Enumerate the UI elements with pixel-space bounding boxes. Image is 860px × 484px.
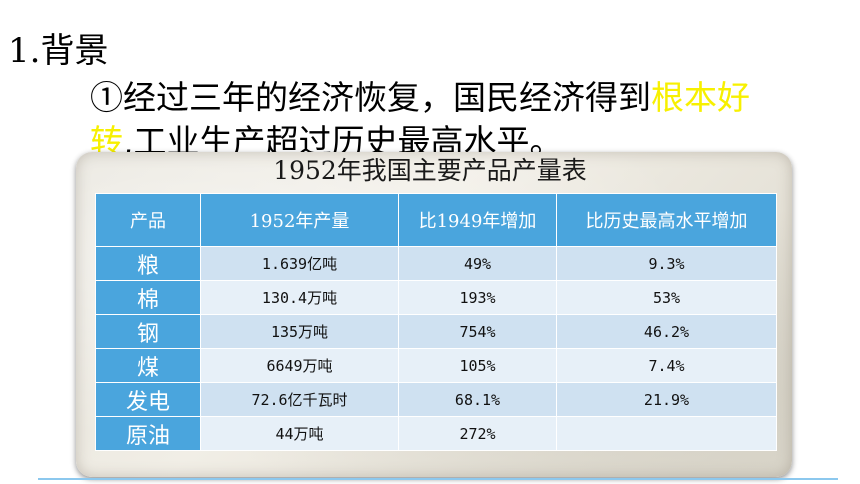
vs-record-cell: 46.2%	[556, 314, 777, 349]
output-cell: 44万吨	[200, 416, 399, 451]
product-cell: 原油	[95, 416, 201, 451]
production-table: 产品 1952年产量 比1949年增加 比历史最高水平增加 粮 1.639亿吨 …	[95, 193, 777, 451]
vs1949-cell: 754%	[398, 314, 557, 349]
background-paragraph: ①经过三年的经济恢复，国民经济得到根本好转,工业生产超过历史最高水平。	[90, 76, 770, 164]
product-cell: 发电	[95, 382, 201, 417]
vs-record-cell	[556, 416, 777, 451]
vs1949-cell: 272%	[398, 416, 557, 451]
output-cell: 130.4万吨	[200, 280, 399, 315]
vs-record-cell: 53%	[556, 280, 777, 315]
table-row: 粮 1.639亿吨 49% 9.3%	[95, 246, 777, 281]
column-header-product: 产品	[95, 193, 201, 247]
column-header-vs-record: 比历史最高水平增加	[556, 193, 777, 247]
table-row: 原油 44万吨 272%	[95, 416, 777, 451]
column-header-vs1949: 比1949年增加	[398, 193, 557, 247]
table-title: 1952年我国主要产品产量表	[273, 156, 587, 185]
table-row: 煤 6649万吨 105% 7.4%	[95, 348, 777, 383]
output-cell: 135万吨	[200, 314, 399, 349]
bottom-divider	[38, 478, 838, 480]
output-cell: 1.639亿吨	[200, 246, 399, 281]
table-row: 钢 135万吨 754% 46.2%	[95, 314, 777, 349]
vs1949-cell: 68.1%	[398, 382, 557, 417]
vs-record-cell: 7.4%	[556, 348, 777, 383]
output-cell: 6649万吨	[200, 348, 399, 383]
product-cell: 煤	[95, 348, 201, 383]
vs-record-cell: 9.3%	[556, 246, 777, 281]
vs1949-cell: 193%	[398, 280, 557, 315]
table-header-row: 产品 1952年产量 比1949年增加 比历史最高水平增加	[95, 193, 777, 247]
section-heading: 1.背景	[8, 31, 109, 71]
product-cell: 粮	[95, 246, 201, 281]
table-row: 棉 130.4万吨 193% 53%	[95, 280, 777, 315]
table-row: 发电 72.6亿千瓦时 68.1% 21.9%	[95, 382, 777, 417]
vs1949-cell: 49%	[398, 246, 557, 281]
column-header-output: 1952年产量	[200, 193, 399, 247]
vs1949-cell: 105%	[398, 348, 557, 383]
product-cell: 棉	[95, 280, 201, 315]
vs-record-cell: 21.9%	[556, 382, 777, 417]
product-cell: 钢	[95, 314, 201, 349]
paragraph-text: ①经过三年的经济恢复，国民经济得到	[90, 78, 651, 117]
output-cell: 72.6亿千瓦时	[200, 382, 399, 417]
highlighted-text: 根本好转	[90, 78, 750, 161]
